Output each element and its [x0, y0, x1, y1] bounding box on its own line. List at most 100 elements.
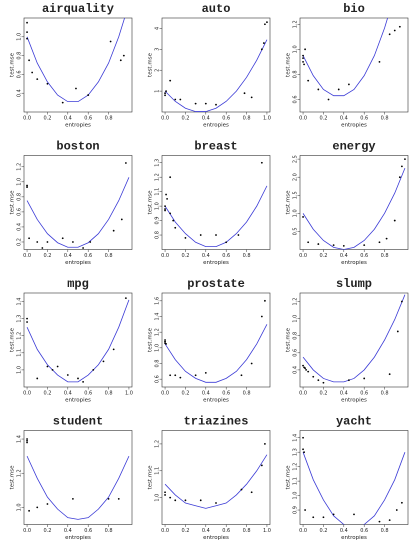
- y-tick-label: 1.2: [155, 440, 161, 448]
- point: [303, 451, 305, 454]
- x-axis-label: entropies: [65, 535, 91, 541]
- point: [26, 184, 28, 187]
- plot-frame: [299, 17, 409, 113]
- y-tick-label: 1.2: [17, 332, 23, 340]
- x-tick-label: 1.0: [125, 391, 133, 397]
- point: [215, 103, 217, 106]
- point: [322, 381, 325, 384]
- y-tick-label: 0.8: [155, 360, 161, 368]
- point: [46, 365, 49, 368]
- x-tick-label: 0.0: [23, 528, 31, 534]
- point: [46, 241, 49, 243]
- point: [262, 42, 265, 44]
- point: [388, 373, 391, 376]
- point: [322, 516, 325, 519]
- point: [26, 37, 28, 40]
- y-tick-label: 1.2: [293, 298, 299, 306]
- point: [61, 237, 64, 240]
- panel: prostate 0.0 0.2 0.4 0.6 0.8 0.6 0.8 1.0 1.2 1.4 1.…: [148, 277, 271, 404]
- point: [112, 348, 115, 351]
- x-tick-label: 0.6: [84, 528, 92, 534]
- point: [166, 197, 168, 200]
- point: [164, 339, 166, 341]
- panel: triazines 0.0 0.2 0.4 0.6 0.8 1.0 1.0 1.1 1.2 entr…: [148, 415, 271, 541]
- x-tick-label: 0.4: [64, 528, 72, 534]
- y-tick-label: 1.1: [293, 477, 299, 485]
- point: [26, 21, 28, 24]
- chart-title: student: [53, 415, 103, 429]
- point: [31, 71, 34, 74]
- panel: student 0.0 0.2 0.4 0.6 0.8 1.0 1.2 1.4 entropies…: [10, 415, 133, 541]
- x-tick-label: 0.8: [243, 116, 251, 122]
- point: [260, 464, 263, 467]
- fit-curve: [164, 324, 268, 383]
- point: [312, 375, 315, 378]
- y-tick-label: 1.2: [17, 469, 23, 477]
- y-axis-label: test.mse: [286, 190, 292, 215]
- point: [266, 21, 268, 24]
- y-axis-label: test.mse: [10, 327, 16, 352]
- point: [398, 176, 401, 179]
- x-tick-label: 0.0: [23, 253, 31, 259]
- point: [348, 83, 350, 86]
- point: [302, 364, 304, 367]
- y-tick-label: 1.4: [155, 313, 161, 321]
- point: [327, 98, 330, 101]
- point: [36, 377, 39, 380]
- y-axis-label: test.mse: [148, 327, 154, 352]
- x-tick-label: 0.0: [299, 391, 307, 397]
- x-axis-label: entropies: [65, 260, 91, 266]
- x-tick-label: 0.6: [84, 253, 92, 259]
- point: [164, 494, 166, 496]
- x-tick-label: 1.0: [263, 528, 271, 534]
- point: [204, 102, 207, 105]
- y-axis-label: test.mse: [148, 52, 154, 77]
- plot-frame: [23, 292, 133, 388]
- y-tick-label: 1.0: [293, 209, 299, 217]
- point: [194, 374, 197, 377]
- x-tick-label: 0.2: [319, 528, 327, 534]
- y-tick-label: 0.6: [17, 70, 23, 78]
- y-tick-label: 1.3: [155, 159, 161, 167]
- y-tick-label: 0.6: [293, 349, 299, 357]
- point: [169, 79, 172, 82]
- x-tick-label: 0.0: [161, 116, 169, 122]
- plot-frame: [23, 17, 133, 113]
- point: [172, 219, 175, 222]
- point: [184, 237, 187, 239]
- x-tick-label: 0.6: [360, 253, 368, 259]
- point: [302, 57, 304, 60]
- y-tick-label: 0.4: [293, 366, 299, 374]
- chart-title: triazines: [184, 415, 249, 429]
- x-tick-label: 0.8: [105, 253, 113, 259]
- y-tick-label: 1.0: [293, 315, 299, 323]
- x-axis-label: entropies: [341, 260, 367, 266]
- point: [119, 59, 122, 62]
- x-tick-label: 0.6: [360, 391, 368, 397]
- y-tick-label: 1.4: [293, 434, 299, 442]
- x-tick-label: 0.2: [319, 253, 327, 259]
- y-tick-label: 2.0: [293, 173, 299, 181]
- point: [302, 60, 304, 63]
- point: [215, 234, 217, 236]
- x-tick-label: 0.4: [64, 391, 72, 397]
- point: [66, 374, 69, 376]
- plot-frame: [161, 430, 271, 525]
- point: [332, 244, 335, 247]
- point: [302, 216, 304, 218]
- point: [164, 205, 166, 208]
- fit-curve: [164, 185, 268, 248]
- point: [395, 509, 398, 511]
- y-tick-label: 1.5: [293, 191, 299, 199]
- x-tick-label: 0.4: [340, 528, 348, 534]
- point: [169, 212, 172, 215]
- point: [102, 360, 105, 363]
- y-tick-label: 1.3: [17, 315, 23, 323]
- x-tick-label: 0.0: [23, 116, 31, 122]
- y-tick-label: 1.1: [155, 188, 161, 196]
- panel: auto 0.0 0.2 0.4 0.6 0.8 1.0 1 2 3 4 entropies test.…: [148, 2, 271, 128]
- point: [164, 92, 166, 95]
- x-tick-label: 0.4: [202, 528, 210, 534]
- point: [378, 520, 381, 523]
- point: [164, 208, 166, 210]
